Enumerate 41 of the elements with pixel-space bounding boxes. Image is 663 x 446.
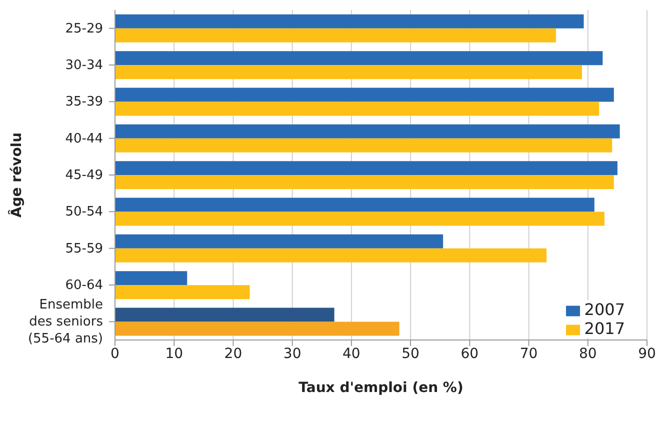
y-tick-label: Ensemble des seniors (55-64 ans) [28, 297, 104, 346]
bar [115, 234, 444, 248]
x-tick-label: 70 [520, 346, 538, 362]
y-tick-label: 40-44 [65, 130, 103, 146]
bar [115, 138, 612, 152]
bar [115, 28, 556, 42]
bar [115, 14, 584, 28]
bar [115, 322, 400, 336]
bar [115, 271, 188, 286]
x-tick-label: 20 [224, 346, 242, 362]
x-tick-label: 0 [110, 346, 120, 362]
x-tick-label: 80 [578, 346, 597, 362]
x-tick-label: 10 [165, 346, 184, 362]
bar [115, 161, 618, 176]
bar [115, 248, 547, 262]
bar [115, 124, 620, 138]
x-axis-title: Taux d'emploi (en %) [298, 380, 464, 396]
y-tick-label: 45-49 [65, 168, 103, 183]
x-tick-label: 40 [342, 346, 360, 362]
bar [115, 285, 250, 300]
x-tick-label: 30 [283, 346, 302, 362]
y-tick-label: 25-29 [65, 20, 103, 36]
bar [115, 175, 614, 190]
x-tick-label: 60 [460, 346, 479, 362]
bar [115, 65, 582, 80]
x-tick-label: 90 [638, 346, 656, 362]
bar [115, 102, 600, 116]
bar [115, 88, 614, 102]
bar [115, 198, 594, 212]
legend-label: 2007 [584, 300, 625, 319]
y-tick-label: 50-54 [65, 204, 103, 220]
y-axis-title: Âge révolu [8, 132, 25, 218]
y-tick-label: 35-39 [65, 94, 103, 110]
y-tick-label: 60-64 [65, 278, 103, 293]
y-tick-label: 30-34 [65, 58, 103, 73]
bar [115, 308, 334, 322]
legend-label: 2017 [584, 319, 625, 338]
bar [115, 212, 604, 226]
x-tick-label: 50 [402, 346, 420, 362]
bar [115, 51, 603, 66]
y-tick-label: 55-59 [65, 240, 103, 256]
